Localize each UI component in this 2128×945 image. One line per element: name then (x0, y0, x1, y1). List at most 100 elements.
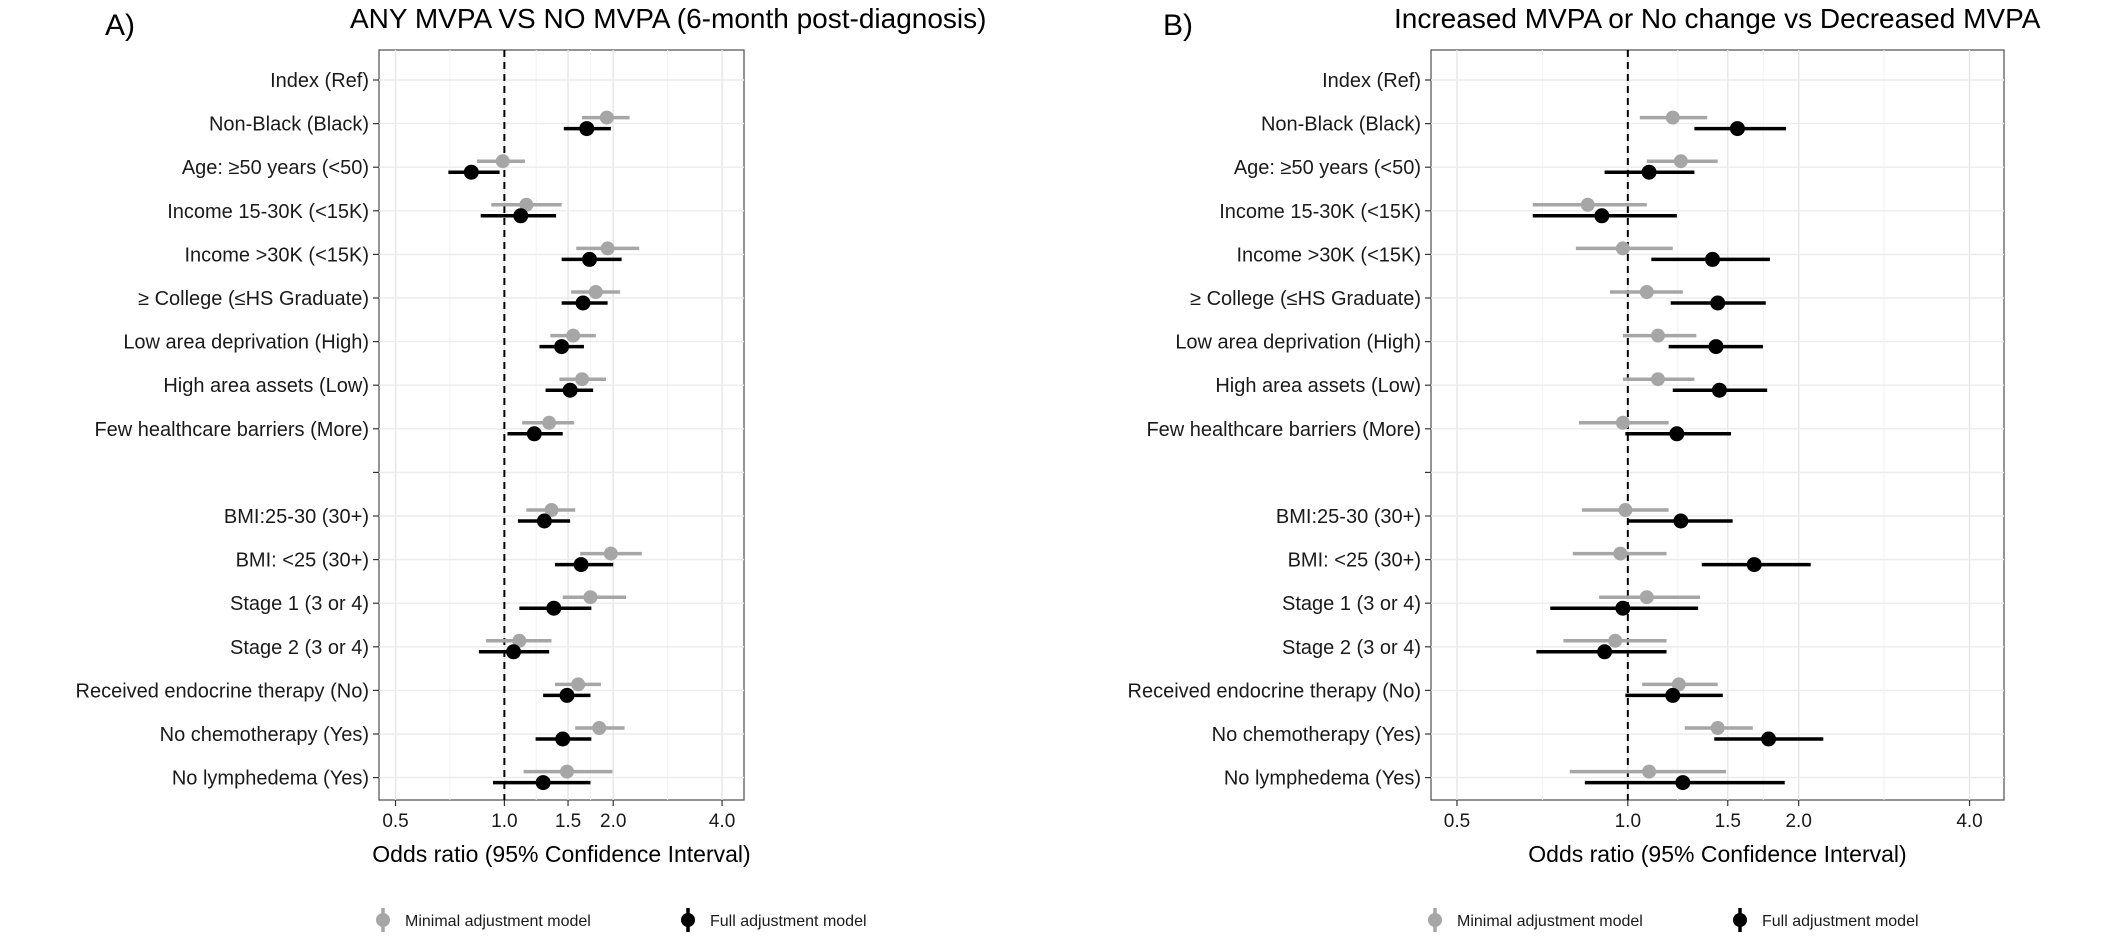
row-label: No lymphedema (Yes) (1224, 768, 1421, 790)
row-label: No chemotherapy (Yes) (160, 724, 369, 746)
point-estimate (579, 121, 595, 137)
point-estimate (1615, 600, 1631, 616)
plot-area (1430, 49, 2005, 801)
row-label: Index (Ref) (270, 70, 369, 92)
row-label: Age: ≥50 years (<50) (1234, 157, 1421, 179)
point-estimate (1710, 295, 1726, 311)
row-label: High area assets (Low) (1215, 375, 1421, 397)
point-estimate (559, 687, 575, 703)
point-estimate (1746, 557, 1762, 573)
row-label: No chemotherapy (Yes) (1212, 724, 1421, 746)
point-estimate (1673, 513, 1689, 529)
x-axis-title: Odds ratio (95% Confidence Interval) (1528, 841, 1906, 867)
point-estimate (546, 600, 562, 616)
point-estimate (599, 110, 614, 125)
point-estimate (1708, 339, 1724, 355)
point-estimate (513, 208, 529, 224)
point-estimate (1618, 503, 1633, 517)
legend-label: Full adjustment model (710, 913, 867, 930)
x-tick-label: 4.0 (709, 811, 735, 832)
row-label: Age: ≥50 years (<50) (182, 157, 369, 179)
forest-panel-b: Index (Ref) Non-Black (Black) Age: ≥50 yea… (1128, 3, 2041, 932)
panel-letter: A) (105, 9, 135, 42)
row-label: Index (Ref) (1322, 70, 1421, 92)
point-estimate (1613, 546, 1628, 561)
point-estimate (1711, 382, 1727, 398)
point-estimate (535, 775, 551, 791)
point-estimate (1710, 721, 1725, 735)
legend-label: Full adjustment model (1762, 913, 1919, 930)
point-estimate (463, 164, 479, 180)
panel-title: Increased MVPA or No change vs Decreased… (1394, 3, 2041, 34)
point-estimate (1729, 121, 1745, 137)
point-estimate (1580, 197, 1595, 212)
point-estimate (1665, 687, 1681, 703)
point-estimate (495, 154, 510, 169)
legend-swatch-dot (681, 913, 695, 927)
point-estimate (544, 503, 559, 517)
x-tick-label: 1.0 (491, 811, 517, 832)
point-estimate (559, 764, 574, 779)
x-tick-label: 1.0 (1615, 811, 1641, 832)
point-estimate (526, 426, 542, 442)
row-label: ≥ College (≤HS Graduate) (138, 288, 369, 310)
row-label: Few healthcare barriers (More) (94, 419, 369, 441)
panel-title: ANY MVPA VS NO MVPA (6-month post-diagno… (350, 3, 986, 34)
row-label: BMI:25-30 (30+) (224, 506, 369, 528)
point-estimate (1608, 633, 1623, 648)
point-estimate (1665, 110, 1680, 125)
legend-label: Minimal adjustment model (1457, 913, 1643, 930)
x-axis-title: Odds ratio (95% Confidence Interval) (372, 841, 750, 867)
point-estimate (592, 721, 607, 735)
point-estimate (583, 590, 598, 605)
row-label: Income >30K (<15K) (184, 244, 369, 266)
point-estimate (573, 557, 589, 573)
point-estimate (512, 633, 527, 648)
point-estimate (1650, 372, 1665, 387)
point-estimate (506, 644, 522, 660)
row-label: BMI: <25 (30+) (236, 550, 369, 572)
point-estimate (555, 731, 571, 747)
point-estimate (575, 295, 591, 311)
point-estimate (571, 677, 586, 692)
legend-swatch-dot (1733, 913, 1747, 927)
point-estimate (1673, 154, 1688, 169)
point-estimate (562, 382, 578, 398)
point-estimate (1615, 241, 1630, 256)
point-estimate (519, 197, 534, 212)
legend-swatch-dot (1428, 913, 1442, 927)
point-estimate (1639, 285, 1654, 299)
row-label: BMI:25-30 (30+) (1276, 506, 1421, 528)
row-label: Non-Black (Black) (209, 114, 369, 136)
point-estimate (1671, 677, 1686, 692)
point-estimate (554, 339, 570, 355)
point-estimate (1597, 644, 1613, 660)
x-tick-label: 1.5 (1715, 811, 1741, 832)
point-estimate (1594, 208, 1610, 224)
row-label: Stage 2 (3 or 4) (230, 637, 369, 659)
x-tick-label: 4.0 (1956, 811, 1982, 832)
point-estimate (1639, 590, 1654, 605)
row-label: Non-Black (Black) (1261, 114, 1421, 136)
row-label: Income 15-30K (<15K) (1219, 201, 1421, 223)
row-label: Few healthcare barriers (More) (1146, 419, 1421, 441)
row-label: Low area deprivation (High) (123, 332, 369, 354)
x-tick-label: 2.0 (600, 811, 626, 832)
point-estimate (582, 251, 598, 267)
point-estimate (536, 513, 552, 529)
row-label: High area assets (Low) (163, 375, 369, 397)
row-label: Stage 1 (3 or 4) (230, 593, 369, 615)
point-estimate (542, 415, 557, 430)
point-estimate (603, 546, 618, 561)
point-estimate (1642, 764, 1657, 779)
point-estimate (600, 241, 615, 256)
x-tick-label: 2.0 (1785, 811, 1811, 832)
row-label: ≥ College (≤HS Graduate) (1190, 288, 1421, 310)
point-estimate (1669, 426, 1685, 442)
row-label: Stage 2 (3 or 4) (1282, 637, 1421, 659)
point-estimate (575, 372, 590, 387)
point-estimate (1650, 328, 1665, 343)
plot-area (378, 49, 745, 801)
point-estimate (1615, 415, 1630, 430)
